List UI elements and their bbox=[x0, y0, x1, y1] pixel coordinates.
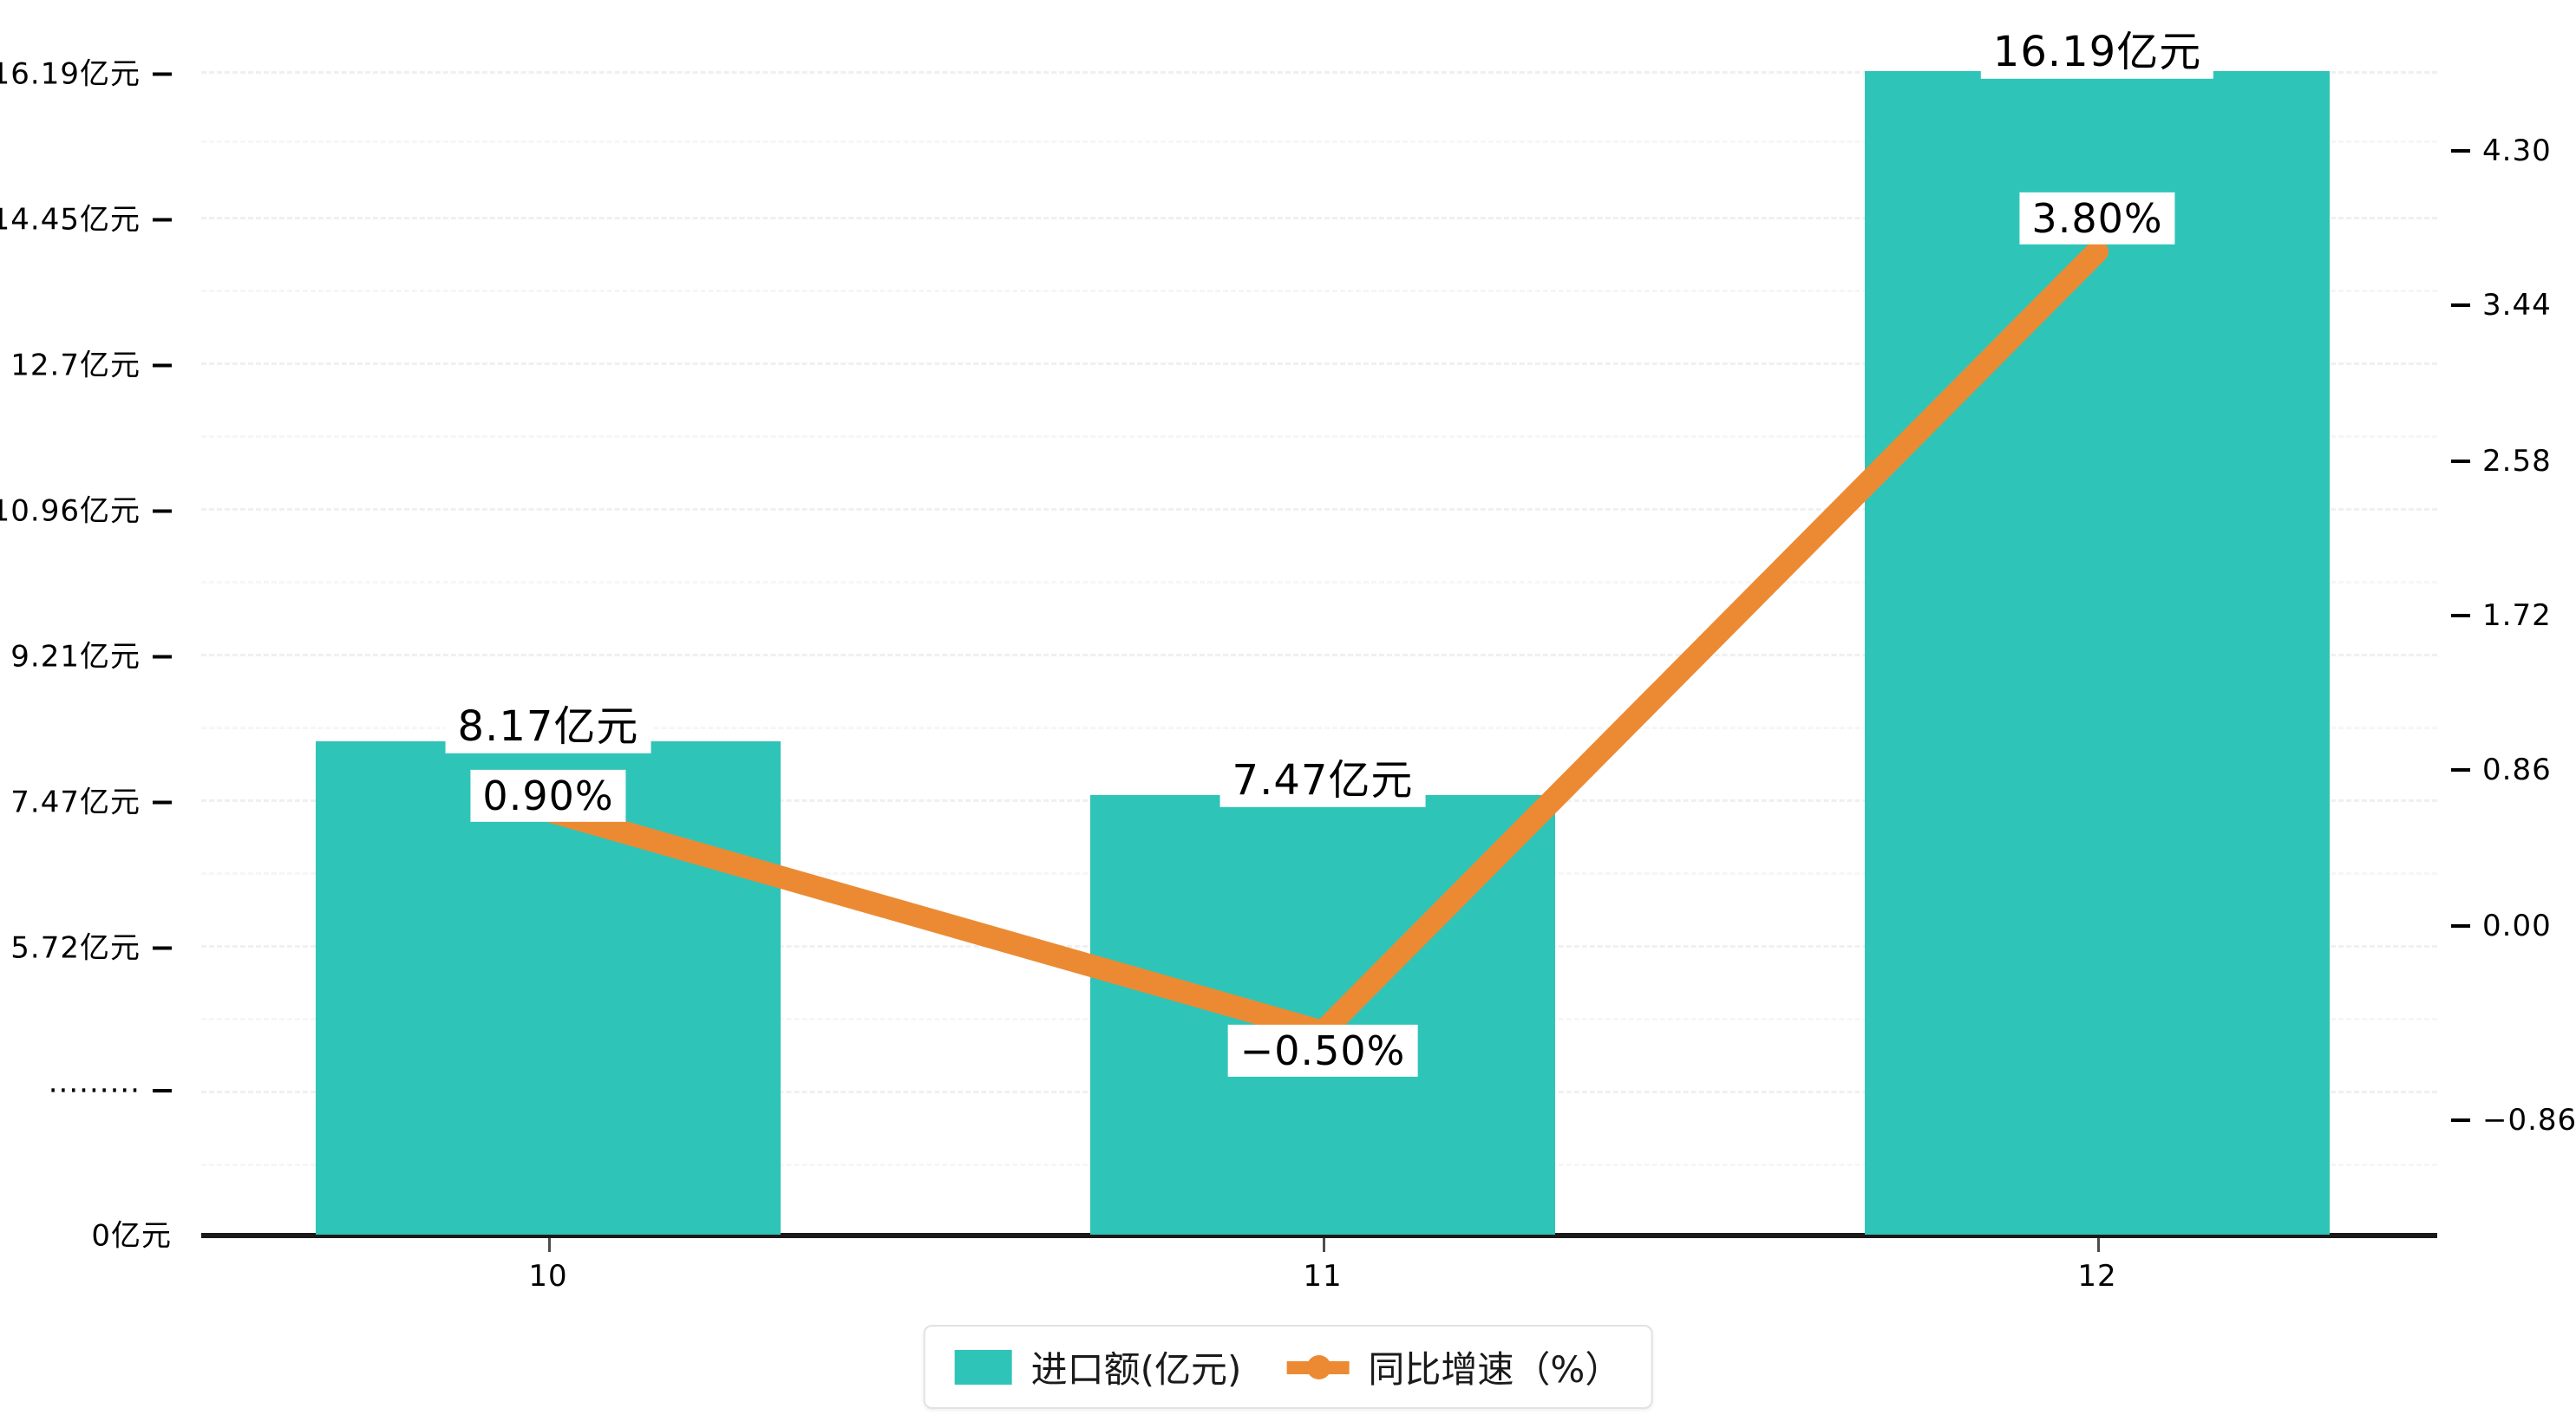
tick-dash-icon bbox=[153, 800, 172, 804]
x-axis-line bbox=[201, 1233, 2437, 1238]
tick-dash-icon bbox=[153, 509, 172, 512]
tick-dash-icon bbox=[153, 946, 172, 949]
y-axis-right-tick-label: −0.86 bbox=[2451, 1103, 2576, 1138]
y-axis-right-tick-label: 3.44 bbox=[2451, 288, 2552, 323]
bar-value-label: 16.19亿元 bbox=[1980, 24, 2214, 80]
legend-item-bar[interactable]: 进口额(亿元) bbox=[954, 1340, 1242, 1393]
bar-value-label: 7.47亿元 bbox=[1219, 753, 1426, 808]
tick-dash-icon bbox=[2451, 767, 2470, 772]
tick-dash-icon bbox=[2451, 1118, 2470, 1122]
tick-dash-icon bbox=[153, 72, 172, 75]
y-axis-left-tick-label: 16.19亿元 bbox=[0, 50, 172, 93]
bar-column[interactable] bbox=[1865, 71, 2330, 1235]
x-axis-tick-label: 11 bbox=[1303, 1259, 1343, 1294]
line-swatch-icon bbox=[1286, 1350, 1350, 1385]
tick-dash-icon bbox=[2451, 459, 2470, 463]
tick-dash-icon bbox=[2451, 613, 2470, 617]
y-axis-left-tick-label: 7.47亿元 bbox=[10, 779, 172, 821]
y-axis-right-tick-label: 4.30 bbox=[2451, 134, 2552, 168]
y-axis-right-tick-label: 2.58 bbox=[2451, 444, 2552, 479]
line-value-label: 3.80% bbox=[2019, 192, 2175, 245]
tick-dash-icon bbox=[153, 218, 172, 221]
y-axis-left-tick-label: 12.7亿元 bbox=[10, 342, 172, 384]
tick-dash-icon bbox=[153, 363, 172, 367]
x-axis-tick-label: 10 bbox=[528, 1259, 568, 1294]
tick-dash-icon bbox=[2451, 303, 2470, 307]
y-axis-right-tick-label: 1.72 bbox=[2451, 598, 2552, 633]
y-axis-left-tick-label: 0亿元 bbox=[91, 1218, 172, 1254]
x-axis-tick-mark bbox=[548, 1235, 551, 1252]
gridline-major bbox=[201, 71, 2437, 74]
x-axis-tick-mark bbox=[2097, 1235, 2100, 1252]
tick-dash-icon bbox=[2451, 148, 2470, 153]
x-axis-tick-label: 12 bbox=[2077, 1259, 2117, 1294]
legend-item-line[interactable]: 同比增速（%） bbox=[1286, 1340, 1621, 1393]
gridline-major bbox=[201, 217, 2437, 219]
y-axis-right-tick-label: 0.00 bbox=[2451, 909, 2552, 943]
chart-legend[interactable]: 进口额(亿元) 同比增速（%） bbox=[923, 1325, 1653, 1409]
y-axis-left-tick-label: 5.72亿元 bbox=[10, 924, 172, 967]
y-axis-left-tick-label: 10.96亿元 bbox=[0, 487, 172, 530]
gridline-minor bbox=[201, 140, 2437, 143]
tick-dash-icon bbox=[153, 1088, 172, 1092]
line-value-label: 0.90% bbox=[470, 769, 626, 823]
legend-label-line: 同比增速（%） bbox=[1368, 1348, 1622, 1391]
y-axis-left-tick-label: 9.21亿元 bbox=[10, 633, 172, 675]
line-value-label: −0.50% bbox=[1227, 1024, 1418, 1078]
y-axis-left-tick-label: ········· bbox=[49, 1073, 172, 1108]
bar-swatch-icon bbox=[954, 1349, 1012, 1385]
y-axis-right-tick-label: 0.86 bbox=[2451, 753, 2552, 787]
bar-column[interactable] bbox=[1090, 795, 1555, 1235]
legend-label-bar: 进口额(亿元) bbox=[1030, 1348, 1242, 1391]
tick-dash-icon bbox=[153, 655, 172, 658]
x-axis-tick-mark bbox=[1323, 1235, 1325, 1252]
y-axis-left-tick-label: 14.45亿元 bbox=[0, 196, 172, 238]
tick-dash-icon bbox=[2451, 923, 2470, 928]
bar-value-label: 8.17亿元 bbox=[445, 699, 651, 754]
